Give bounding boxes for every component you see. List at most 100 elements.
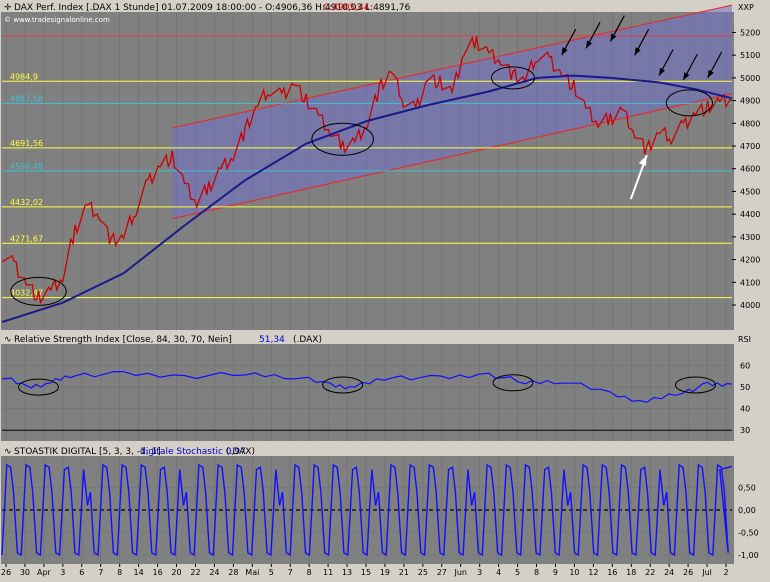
y-tick-label: 5200 <box>740 28 760 37</box>
annotation-arrowhead <box>610 33 617 42</box>
level-label: 4271,67 <box>10 234 43 243</box>
y-tick-label: 4200 <box>740 256 760 265</box>
x-tick-label: 24 <box>664 568 674 577</box>
buy-arrowhead <box>638 155 647 167</box>
stoch-y-axis: 0,50 0,00 -0,50 -1,00 <box>738 484 759 561</box>
stoch-tick-label: 0,50 <box>738 484 756 493</box>
rsi-axis-label: RSI <box>738 335 751 344</box>
rsi-ellipse <box>322 376 364 394</box>
level-label: 4590,48 <box>10 162 43 171</box>
x-tick-label: 5 <box>269 568 274 577</box>
x-tick-label: 24 <box>209 568 219 577</box>
x-tick-label: Apr <box>37 568 52 577</box>
rsi-value: 51,34 <box>259 335 285 345</box>
x-tick-label: 20 <box>171 568 181 577</box>
moving-average-line <box>1 74 733 324</box>
annotation-ellipse <box>10 276 67 306</box>
y-tick-label: 5100 <box>740 51 760 60</box>
x-tick-label: 8 <box>307 568 312 577</box>
rsi-levels <box>2 365 732 431</box>
x-tick-label: Mai <box>245 568 259 577</box>
x-tick-label: 2 <box>723 568 728 577</box>
x-tick-label: 5 <box>515 568 520 577</box>
level-label: 4032,47 <box>10 289 43 298</box>
y-tick-label: 4500 <box>740 187 760 196</box>
annotation-arrowhead <box>561 47 568 56</box>
annotation-arrows <box>561 15 723 200</box>
rsi-icon: ∿ <box>4 335 12 345</box>
level-label: 4984,9 <box>10 72 38 81</box>
x-tick-label: 26 <box>1 568 11 577</box>
y-tick-label: 4800 <box>740 119 760 128</box>
stochastic-line <box>1 463 733 557</box>
stoch-icon: ∿ <box>4 447 12 457</box>
x-tick-label: 10 <box>569 568 579 577</box>
x-tick-label: 11 <box>323 568 333 577</box>
support-levels: 4984,9 4887,58 4691,56 4590,48 4432,02 4271,6… <box>2 72 732 299</box>
x-tick-label: 6 <box>79 568 84 577</box>
x-tick-label: 18 <box>626 568 636 577</box>
x-tick-label: 30 <box>20 568 30 577</box>
stoch-symbol: (.DAX) <box>226 447 255 457</box>
rsi-tick-label: 60 <box>740 362 750 371</box>
x-axis: 26 30 Apr 3 6 7 8 14 16 20 22 24 28 Mai 5 7 8 11 13 15 19 21 2… <box>1 564 729 577</box>
x-tick-label: 19 <box>380 568 390 577</box>
stoch-tick-label: -0,50 <box>738 529 759 538</box>
x-tick-label: Jun <box>453 568 467 577</box>
annotation-arrowhead <box>707 69 714 78</box>
rsi-y-axis: 30 40 50 60 <box>740 362 750 436</box>
stoch-header: STOASTIK DIGITAL [5, 3, 3, -1, 1] <box>14 447 161 457</box>
dax-icon: ✛ <box>4 3 12 13</box>
y-tick-label: 4100 <box>740 278 760 287</box>
y-tick-label: 4700 <box>740 142 760 151</box>
main-close-value: C:4905,44 <box>323 3 370 13</box>
rsi-symbol: (.DAX) <box>293 335 322 345</box>
x-tick-label: 21 <box>399 568 409 577</box>
level-label: 4887,58 <box>10 94 43 103</box>
x-tick-label: 8 <box>117 568 122 577</box>
annotation-arrowhead <box>683 72 690 81</box>
x-tick-label: 22 <box>645 568 655 577</box>
rsi-line <box>1 371 733 403</box>
channel-upper-line <box>172 4 733 129</box>
x-tick-label: 15 <box>361 568 371 577</box>
y-tick-label: 4400 <box>740 210 760 219</box>
y-tick-label: 4300 <box>740 233 760 242</box>
x-tick-label: 3 <box>60 568 65 577</box>
x-tick-label: 8 <box>534 568 539 577</box>
rsi-ellipse <box>18 378 59 396</box>
x-tick-label: 16 <box>607 568 617 577</box>
annotation-arrowhead <box>659 67 665 76</box>
rsi-tick-label: 50 <box>740 383 750 392</box>
annotation-arrowhead <box>634 47 641 56</box>
rsi-panel <box>1 344 734 441</box>
main-y-axis: 4000 4100 4200 4300 4400 4500 4600 4700 4800 4900… <box>732 28 760 310</box>
rsi-header: Relative Strength Index [Close, 84, 30, … <box>14 335 232 345</box>
rsi-tick-label: 30 <box>740 426 750 435</box>
channel-lower-line <box>172 93 733 220</box>
x-tick-label: 14 <box>134 568 144 577</box>
y-tick-label: 4600 <box>740 165 760 174</box>
rsi-ellipses <box>18 374 716 396</box>
annotation-ellipses <box>10 66 713 306</box>
stoch-tick-label: 0,00 <box>738 506 756 515</box>
x-tick-label: 25 <box>418 568 428 577</box>
main-header: DAX Perf. Index [.DAX 1 Stunde] 01.07.20… <box>14 3 411 13</box>
annotation-ellipse <box>311 122 374 156</box>
x-tick-label: 13 <box>342 568 352 577</box>
annotation-ellipse <box>665 89 713 117</box>
axis-unit: XXP <box>738 3 754 12</box>
x-tick-label: 3 <box>477 568 482 577</box>
rsi-ellipse <box>492 374 534 392</box>
x-tick-label: Jul <box>701 568 712 577</box>
trend-channel <box>172 5 733 219</box>
x-tick-label: 12 <box>588 568 598 577</box>
x-tick-label: 28 <box>228 568 238 577</box>
rsi-ellipse <box>675 376 716 394</box>
x-tick-label: 26 <box>683 568 693 577</box>
stoch-value: digitale Stochastic 0,97 <box>140 447 246 457</box>
y-tick-label: 5000 <box>740 74 760 83</box>
rsi-vertical-grid <box>5 344 727 441</box>
annotation-ellipse <box>490 66 536 90</box>
